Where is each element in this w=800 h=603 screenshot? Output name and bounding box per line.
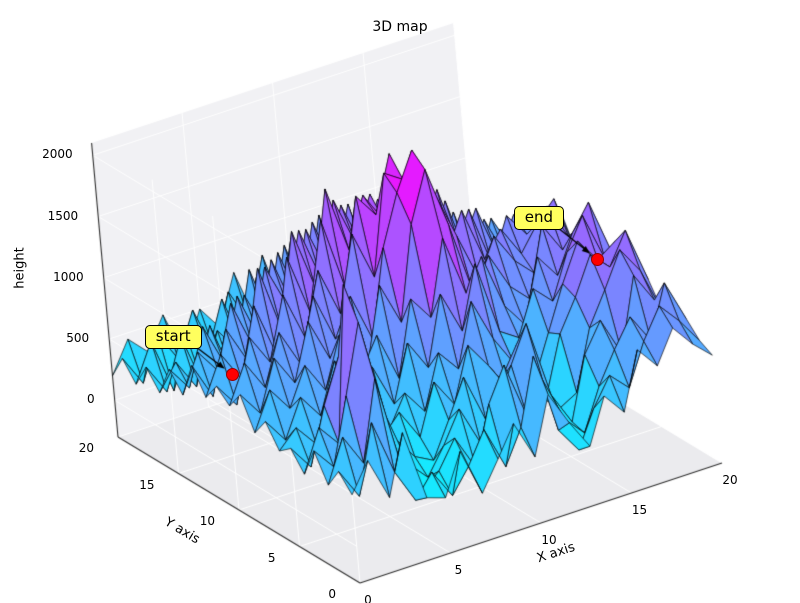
z-tick-label: 1000	[53, 269, 84, 284]
z-tick-label: 1500	[47, 208, 79, 223]
x-tick-label: 5	[454, 563, 463, 577]
annotation-start-label: start	[144, 324, 202, 350]
y-tick-label: 0	[328, 587, 336, 601]
z-tick-label: 0	[87, 392, 95, 407]
end-marker	[591, 253, 605, 267]
x-tick-label: 15	[631, 503, 648, 517]
x-tick-label: 10	[541, 533, 557, 547]
y-tick-label: 10	[199, 514, 215, 528]
y-tick-label: 15	[139, 477, 155, 492]
z-axis-label: height	[12, 247, 28, 289]
x-tick-label: 20	[722, 473, 738, 487]
annotation-end-label: end	[513, 205, 565, 230]
z-tick-label: 2000	[42, 147, 73, 162]
y-tick-label: 20	[78, 441, 94, 455]
x-tick-label: 0	[364, 593, 372, 603]
chart-title: 3D map	[372, 19, 428, 35]
start-marker	[226, 368, 240, 382]
z-tick-label: 500	[66, 331, 90, 345]
y-tick-label: 5	[267, 550, 276, 565]
